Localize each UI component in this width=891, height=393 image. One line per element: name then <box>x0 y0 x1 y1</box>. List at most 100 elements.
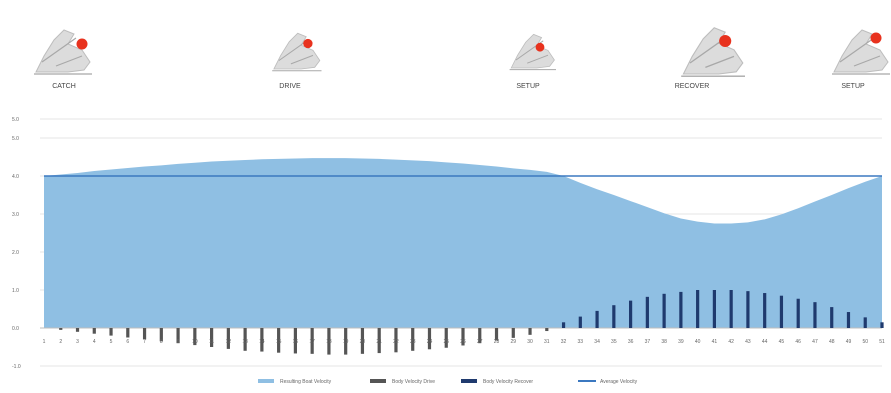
bar-body-velocity-recover <box>763 293 767 328</box>
x-tick-label: 10 <box>192 339 198 345</box>
bar-body-velocity-recover <box>846 312 851 328</box>
bar-body-velocity-recover <box>645 296 649 328</box>
bar-body-velocity-recover <box>696 290 700 328</box>
bar-body-velocity-recover <box>679 291 683 328</box>
x-tick-label: 48 <box>829 339 835 345</box>
x-tick-label: 9 <box>177 339 180 345</box>
bar-body-velocity-drive <box>226 328 230 349</box>
y-tick-label: -1.0 <box>12 364 21 370</box>
bar-body-velocity-drive <box>277 328 281 353</box>
y-tick-label: 1.0 <box>12 288 19 294</box>
bar-body-velocity-drive <box>243 328 247 351</box>
x-tick-label: 49 <box>846 339 852 345</box>
x-tick-label: 47 <box>812 339 818 345</box>
rower-silhouette <box>510 33 555 69</box>
rowing-figure-icon <box>681 27 746 77</box>
red-marker-icon <box>719 34 732 48</box>
x-tick-label: 38 <box>661 339 667 345</box>
x-tick-label: 26 <box>460 339 466 345</box>
x-tick-label: 32 <box>561 339 567 345</box>
x-tick-label: 7 <box>143 339 146 345</box>
x-tick-label: 11 <box>209 339 214 345</box>
rower-silhouette <box>35 29 91 73</box>
bar-body-velocity-drive <box>75 328 80 332</box>
bar-body-velocity-recover <box>662 293 666 328</box>
x-tick-label: 28 <box>494 339 500 345</box>
bar-body-velocity-recover <box>629 300 633 328</box>
bar-body-velocity-recover <box>712 290 716 328</box>
y-tick-label: 0.0 <box>12 326 19 332</box>
phase-label: SETUP <box>516 83 540 90</box>
rowing-figure-icon <box>34 29 92 75</box>
x-tick-label: 1 <box>43 339 46 345</box>
x-tick-label: 5 <box>110 339 113 345</box>
legend-label: Resulting Boat Velocity <box>280 379 332 385</box>
x-tick-label: 17 <box>309 339 315 345</box>
x-tick-label: 22 <box>393 339 399 345</box>
legend-swatch <box>370 379 386 383</box>
legend-swatch <box>258 379 274 383</box>
x-tick-label: 40 <box>695 339 701 345</box>
bar-body-velocity-drive <box>142 328 147 340</box>
x-tick-label: 35 <box>611 339 617 345</box>
bar-body-velocity-drive <box>260 328 264 352</box>
x-tick-label: 24 <box>427 339 433 345</box>
bar-body-velocity-recover <box>830 307 834 328</box>
x-tick-label: 19 <box>343 339 349 345</box>
y-tick-label: 2.0 <box>12 250 19 256</box>
x-tick-label: 23 <box>410 339 416 345</box>
bar-body-velocity-recover <box>813 302 817 328</box>
bar-body-velocity-drive <box>159 328 163 342</box>
x-tick-label: 3 <box>76 339 79 345</box>
legend-label: Average Velocity <box>600 379 638 385</box>
x-tick-label: 20 <box>360 339 366 345</box>
phase-label: RECOVER <box>675 83 710 90</box>
bar-body-velocity-drive <box>109 328 113 336</box>
bar-body-velocity-recover <box>880 322 884 328</box>
phase-label: SETUP <box>841 83 865 90</box>
x-tick-label: 4 <box>93 339 96 345</box>
bar-body-velocity-recover <box>729 290 733 328</box>
y-tick-label: 5.0 <box>12 117 19 123</box>
legend-label: Body Velocity Drive <box>392 379 435 385</box>
bar-body-velocity-drive <box>327 328 331 355</box>
red-marker-icon <box>535 42 545 52</box>
rower-outline <box>832 37 890 75</box>
bar-body-velocity-drive <box>528 328 532 335</box>
rower-outline <box>34 37 92 75</box>
x-tick-label: 41 <box>712 339 718 345</box>
x-tick-label: 21 <box>376 339 382 345</box>
red-marker-icon <box>76 38 88 50</box>
bar-body-velocity-drive <box>92 328 96 334</box>
x-tick-label: 29 <box>510 339 516 345</box>
bar-body-velocity-drive <box>545 328 549 332</box>
x-tick-label: 45 <box>779 339 785 345</box>
y-tick-label: 3.0 <box>12 212 19 218</box>
x-tick-label: 42 <box>728 339 734 345</box>
bar-body-velocity-recover <box>863 317 867 328</box>
red-marker-icon <box>303 38 313 49</box>
bar-body-velocity-recover <box>578 316 582 328</box>
bar-body-velocity-drive <box>494 328 499 341</box>
bar-body-velocity-drive <box>360 328 365 354</box>
bar-body-velocity-drive <box>427 328 432 350</box>
bar-body-velocity-drive <box>126 328 130 338</box>
bar-body-velocity-drive <box>461 328 465 346</box>
x-tick-label: 50 <box>862 339 868 345</box>
bar-body-velocity-drive <box>193 328 197 346</box>
phase-label: DRIVE <box>279 83 301 90</box>
x-tick-label: 2 <box>59 339 62 345</box>
x-tick-label: 13 <box>242 339 248 345</box>
bar-body-velocity-drive <box>377 328 381 354</box>
x-tick-label: 12 <box>226 339 232 345</box>
x-tick-label: 46 <box>795 339 801 345</box>
y-tick-label: 5.0 <box>12 136 19 142</box>
x-tick-label: 6 <box>126 339 129 345</box>
bar-body-velocity-drive <box>210 328 214 347</box>
red-marker-icon <box>870 32 882 44</box>
x-tick-label: 33 <box>578 339 584 345</box>
bar-body-velocity-drive <box>411 328 415 351</box>
x-tick-label: 8 <box>160 339 163 345</box>
bar-body-velocity-drive <box>394 328 398 353</box>
